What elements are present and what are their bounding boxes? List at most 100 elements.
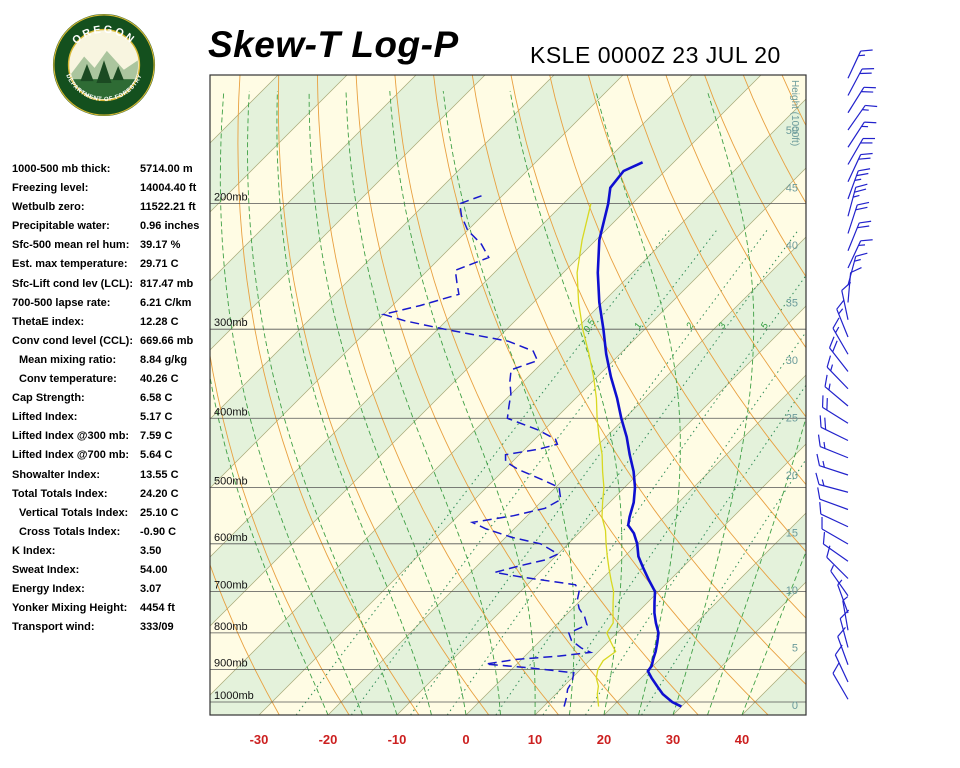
index-label: Lifted Index:: [12, 411, 78, 424]
index-value: 12.28 C: [140, 315, 179, 328]
dry-adiabats: [210, 75, 806, 715]
index-row: Conv temperature: 40.26 C: [12, 373, 217, 392]
index-row: Yonker Mixing Height: 4454 ft: [12, 602, 217, 621]
sounding-profiles: [380, 161, 682, 708]
pressure-label: 800mb: [214, 621, 248, 633]
index-row: Vertical Totals Index: 25.10 C: [12, 507, 217, 526]
pressure-label: 900mb: [214, 657, 248, 669]
index-label: Lifted Index @300 mb:: [12, 430, 130, 443]
index-row: 700-500 lapse rate: 6.21 C/km: [12, 297, 217, 316]
temp-tick-label: 0: [462, 732, 469, 747]
height-tick-label: 15: [786, 528, 798, 540]
mixing-ratio-label: 1: [632, 321, 644, 331]
index-row: Est. max temperature: 29.71 C: [12, 258, 217, 277]
index-row: Sfc-Lift cond lev (LCL): 817.47 mb: [12, 278, 217, 297]
moist-adiabats: [210, 90, 806, 715]
isotherm-lines: [210, 75, 806, 715]
wetbulb-trace: [576, 203, 617, 707]
pressure-label: 300mb: [214, 317, 248, 329]
index-value: 54.00: [140, 563, 168, 576]
index-label: Sweat Index:: [12, 563, 80, 576]
logo-tree-icon: [112, 65, 124, 81]
index-value: 333/09: [140, 621, 174, 634]
index-value: 5.17 C: [140, 411, 173, 424]
index-value: 40.26 C: [140, 373, 179, 386]
mixing-ratio-lines: [295, 229, 806, 715]
index-value: 8.84 g/kg: [140, 353, 188, 366]
isotherm-bands: [210, 75, 806, 715]
height-tick-label: 50: [786, 125, 798, 137]
index-label: Showalter Index:: [12, 468, 101, 481]
index-value: 5.64 C: [140, 449, 173, 462]
pressure-label: 600mb: [214, 532, 248, 544]
index-row: Sweat Index: 54.00: [12, 564, 217, 583]
temp-tick-label: -10: [388, 732, 407, 747]
index-row: Lifted Index @700 mb: 5.64 C: [12, 449, 217, 468]
indices-list: 1000-500 mb thick: 5714.00 m Freezing leve…: [12, 163, 217, 640]
height-axis-label: Height (1000ft): [789, 80, 800, 146]
index-row: Lifted Index @300 mb: 7.59 C: [12, 430, 217, 449]
logo-tree-icon: [80, 64, 94, 82]
odf-logo-svg: OREGON DEPARTMENT OF FORESTRY: [52, 13, 156, 117]
temp-axis: -30 -20 -10 0 10 20 30 40: [250, 732, 750, 747]
logo-ground: [69, 79, 139, 100]
page-title: Skew-T Log-P: [208, 24, 459, 65]
index-row: Conv cond level (CCL): 669.66 mb: [12, 335, 217, 354]
index-row: Wetbulb zero: 11522.21 ft: [12, 201, 217, 220]
index-row: Lifted Index: 5.17 C: [12, 411, 217, 430]
index-row: Energy Index: 3.07: [12, 583, 217, 602]
index-row: Transport wind: 333/09: [12, 621, 217, 640]
logo-forest-scene: [69, 50, 139, 100]
index-row: Cap Strength: 6.58 C: [12, 392, 217, 411]
index-row: Cross Totals Index: -0.90 C: [12, 526, 217, 545]
temp-tick-label: 20: [597, 732, 611, 747]
index-value: 25.10 C: [140, 506, 179, 519]
temp-tick-label: 10: [528, 732, 542, 747]
index-row: Total Totals Index: 24.20 C: [12, 488, 217, 507]
index-label: Conv cond level (CCL):: [12, 334, 134, 347]
temp-tick-label: -30: [250, 732, 269, 747]
index-value: 14004.40 ft: [140, 182, 197, 195]
temp-tick-label: -20: [319, 732, 338, 747]
index-label: Est. max temperature:: [12, 258, 128, 271]
logo-outer-trim: [53, 14, 155, 116]
index-value: 4454 ft: [140, 602, 175, 615]
index-row: Sfc-500 mean rel hum: 39.17 %: [12, 239, 217, 258]
index-value: 11522.21 ft: [140, 201, 196, 214]
height-tick-label: 20: [786, 470, 798, 482]
index-value: 7.59 C: [140, 430, 173, 443]
index-row: Freezing level: 14004.40 ft: [12, 182, 217, 201]
mixing-ratio-label: 2: [684, 320, 697, 331]
height-tick-label: 35: [786, 298, 798, 310]
mixing-ratio-label: 5: [759, 320, 772, 330]
index-value: 669.66 mb: [140, 334, 194, 347]
logo-tree-icon: [96, 60, 112, 83]
index-value: 13.55 C: [140, 468, 179, 481]
index-label: Cap Strength:: [12, 392, 85, 405]
index-label: Precipitable water:: [12, 220, 110, 233]
index-value: 3.50: [140, 544, 162, 557]
index-label: Vertical Totals Index:: [19, 506, 129, 519]
height-tick-label: 0: [792, 700, 798, 712]
dewpoint-trace: [380, 195, 594, 707]
pressure-label: 500mb: [214, 475, 248, 487]
index-row: K Index: 3.50: [12, 545, 217, 564]
index-label: Total Totals Index:: [12, 487, 108, 500]
wind-barbs: [815, 49, 878, 700]
temperature-trace: [596, 161, 682, 708]
index-value: 39.17 %: [140, 239, 181, 252]
index-row: Mean mixing ratio: 8.84 g/kg: [12, 354, 217, 373]
odf-logo: OREGON DEPARTMENT OF FORESTRY: [52, 13, 156, 122]
height-tick-label: 30: [786, 355, 798, 367]
index-value: 24.20 C: [140, 487, 179, 500]
height-tick-label: 5: [792, 643, 798, 655]
index-row: Precipitable water: 0.96 inches: [12, 220, 217, 239]
plot-border: [209, 74, 807, 716]
index-value: -0.90 C: [140, 525, 177, 538]
index-row: ThetaE index: 12.28 C: [12, 316, 217, 335]
pressure-label: 200mb: [214, 192, 248, 204]
index-label: Cross Totals Index:: [19, 525, 121, 538]
height-tick-label: 45: [786, 183, 798, 195]
index-label: Conv temperature:: [19, 373, 117, 386]
